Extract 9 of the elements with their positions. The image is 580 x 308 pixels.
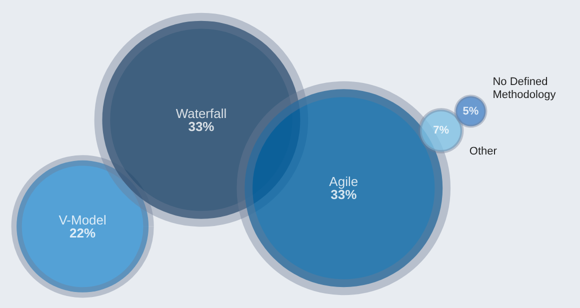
category-label: V-Model bbox=[58, 212, 107, 228]
data-label: 5% bbox=[462, 105, 479, 118]
category-label: Agile bbox=[329, 174, 358, 190]
category-label: Other bbox=[469, 146, 498, 158]
data-label: 22% bbox=[70, 225, 96, 240]
category-label: Waterfall bbox=[176, 106, 227, 121]
data-label: 7% bbox=[433, 124, 450, 137]
category-label: No Defined Methodology bbox=[492, 76, 556, 101]
data-label: 33% bbox=[188, 118, 215, 134]
